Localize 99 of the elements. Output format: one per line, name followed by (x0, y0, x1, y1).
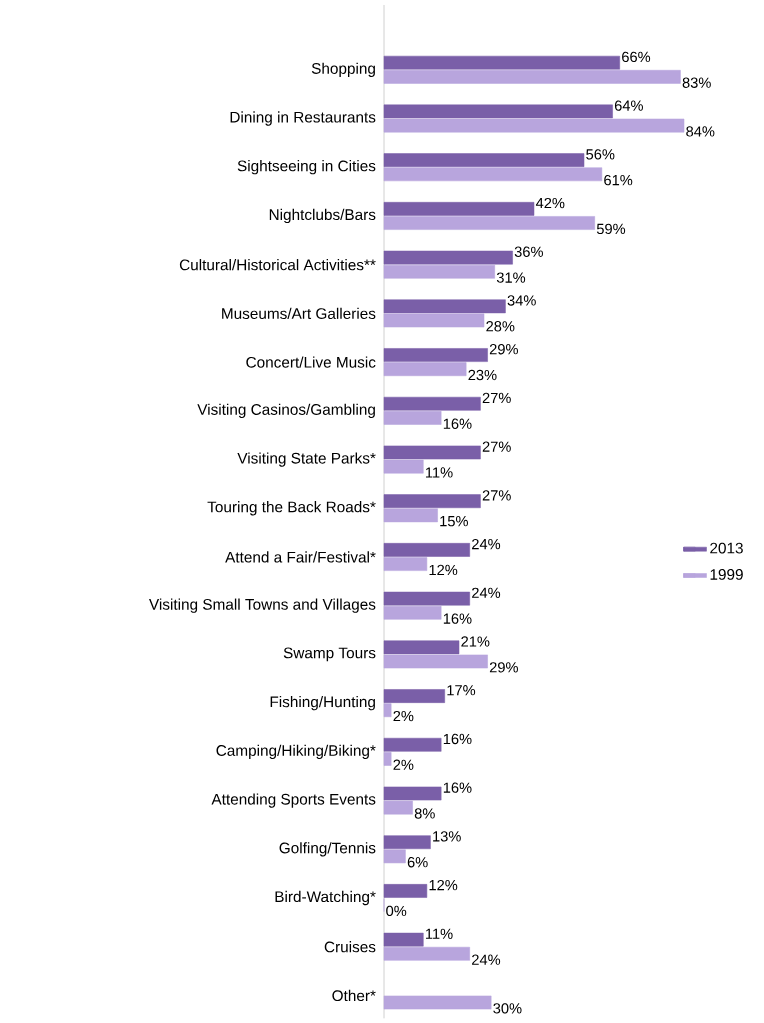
y-tick-label: Touring the Back Roads* (207, 501, 376, 516)
bar (383, 654, 488, 669)
bar (383, 557, 428, 571)
y-tick-label: Other* (332, 989, 376, 1002)
data-label: 21% (461, 636, 490, 647)
y-tick-label: Museums/Art Galleries (222, 307, 376, 320)
bar (383, 55, 620, 70)
data-label: 6% (407, 857, 428, 868)
y-tick-label: Camping/Hiking/Biking* (216, 744, 376, 759)
data-label: 11% (426, 928, 453, 939)
bar (383, 494, 481, 509)
bar (383, 508, 438, 523)
bar (383, 703, 392, 718)
data-label: 24% (472, 954, 501, 965)
data-label: 2% (393, 759, 414, 770)
data-label: 61% (604, 174, 633, 186)
bar (383, 396, 481, 411)
bar (383, 299, 506, 314)
bar (383, 543, 470, 557)
data-label: 24% (472, 587, 501, 598)
legend-label: 2013 (710, 542, 743, 554)
bar (383, 800, 413, 815)
bar (383, 153, 585, 168)
y-tick-label: Visiting State Parks* (237, 452, 376, 467)
y-tick-label: Dining in Restaurants (230, 111, 376, 126)
data-label: 16% (443, 782, 472, 793)
bar (383, 835, 431, 850)
bar (383, 313, 485, 328)
data-label: 29% (489, 344, 518, 355)
bar (383, 167, 603, 182)
data-label: 29% (489, 662, 518, 673)
data-label: 42% (535, 197, 565, 209)
y-tick-label: Attend a Fair/Festival* (225, 551, 376, 563)
data-label: 66% (622, 51, 651, 63)
y-tick-label: Cultural/Historical Activities** (179, 259, 376, 271)
data-label: 11% (426, 467, 453, 478)
data-label: 84% (686, 126, 715, 137)
bar (383, 752, 392, 766)
y-tick-label: Cruises (324, 941, 376, 953)
y-tick-label: Fishing/Hunting (270, 695, 375, 711)
data-label: 12% (429, 879, 458, 891)
data-label: 13% (433, 831, 461, 842)
bar (383, 591, 470, 606)
bar (383, 932, 424, 947)
data-label: 64% (614, 100, 643, 111)
data-label: 0% (386, 905, 407, 917)
data-label: 83% (682, 77, 711, 88)
data-label: 12% (429, 564, 458, 576)
y-tick-label: Visiting Casinos/Gambling (197, 403, 375, 418)
bar (383, 640, 460, 655)
data-label: 23% (468, 369, 497, 381)
data-label: 24% (472, 538, 501, 550)
data-label: 56% (586, 149, 615, 160)
y-tick-label: Sightseeing in Cities (237, 160, 376, 175)
data-label: 16% (443, 613, 472, 624)
y-tick-label: Bird-Watching* (275, 890, 376, 906)
bar (383, 459, 424, 474)
data-label: 27% (482, 441, 511, 452)
bar (383, 737, 442, 752)
bar (383, 250, 513, 265)
bar (383, 264, 495, 279)
bar (383, 995, 492, 1010)
y-tick-label: Attending Sports Events (211, 793, 376, 808)
bar (383, 946, 470, 961)
bar (383, 786, 442, 801)
bar (383, 884, 428, 898)
y-tick-label: Visiting Small Towns and Villages (149, 598, 376, 613)
data-label: 34% (507, 295, 536, 306)
bar (383, 605, 442, 620)
bar (383, 216, 595, 230)
bar (383, 202, 535, 216)
bar (383, 348, 488, 362)
y-tick-label: Shopping (311, 62, 375, 77)
legend-label: 1999 (710, 569, 743, 580)
data-label: 15% (440, 516, 468, 527)
data-label: 17% (447, 685, 476, 696)
data-label: 28% (486, 321, 515, 332)
bar (383, 104, 613, 119)
y-tick-label: Golfing/Tennis (279, 842, 376, 857)
data-label: 31% (496, 272, 526, 283)
data-label: 16% (443, 418, 472, 429)
bar (383, 70, 681, 84)
y-tick-label: Nightclubs/Bars (269, 208, 376, 224)
data-label: 16% (443, 733, 472, 745)
data-label: 30% (493, 1003, 522, 1014)
bar (383, 411, 442, 425)
bar (383, 445, 481, 460)
data-label: 27% (482, 392, 511, 404)
y-tick-label: Concert/Live Music (246, 356, 376, 368)
data-label: 8% (414, 808, 435, 819)
y-tick-label: Swamp Tours (283, 647, 376, 662)
data-label: 27% (482, 490, 511, 501)
bar (383, 362, 467, 377)
bar (383, 849, 406, 864)
data-label: 59% (596, 223, 626, 235)
bar (383, 118, 685, 133)
data-label: 2% (393, 710, 414, 722)
bar (383, 689, 445, 703)
data-label: 36% (514, 246, 543, 257)
